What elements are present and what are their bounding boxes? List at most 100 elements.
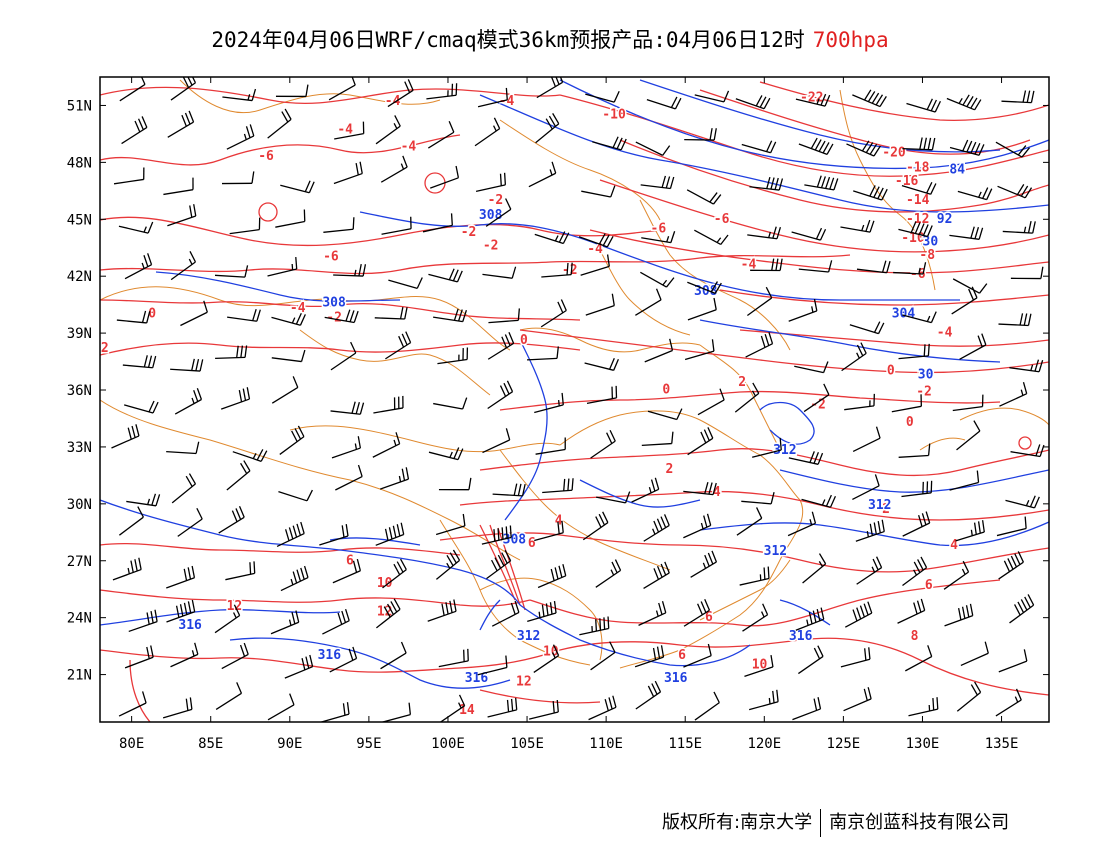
- wind-barb: [749, 176, 784, 191]
- wind-barb: [741, 492, 775, 505]
- temperature-contour-label: 2: [882, 502, 890, 517]
- wind-barb: [891, 394, 922, 413]
- wind-barb: [683, 481, 717, 496]
- wind-barb: [535, 437, 566, 455]
- wind-barb: [487, 380, 514, 410]
- wind-barb: [427, 120, 455, 149]
- wind-barb: [433, 397, 468, 410]
- wind-barb: [162, 697, 193, 719]
- wind-barb: [437, 347, 469, 365]
- wind-barb: [803, 383, 830, 413]
- wind-barb: [118, 221, 154, 234]
- temperature-contour-label: 10: [752, 658, 768, 673]
- wind-barb: [229, 217, 261, 235]
- wind-barb: [124, 645, 154, 669]
- wind-barb: [232, 449, 268, 462]
- wind-barb: [329, 646, 358, 673]
- wind-barb: [177, 507, 203, 537]
- wind-barb: [536, 77, 564, 99]
- wind-barb: [694, 691, 720, 721]
- temperature-contour-label: 6: [678, 648, 686, 663]
- wind-barb: [694, 229, 729, 246]
- wind-barb: [174, 387, 203, 415]
- wind-barb: [750, 258, 783, 272]
- axis-ticks: [100, 77, 1049, 722]
- wind-barb: [996, 516, 1027, 537]
- temperature-contour-label: -4: [401, 140, 417, 155]
- wind-barb: [844, 393, 875, 411]
- temperature-contour-label: 4: [555, 513, 563, 528]
- geopotential-contour-label: 316: [318, 648, 342, 663]
- wind-barb: [487, 697, 518, 718]
- wind-barb: [747, 226, 782, 240]
- temperature-contour-label: -10: [602, 107, 626, 122]
- wind-barb: [638, 601, 667, 626]
- wind-barb: [1005, 495, 1040, 509]
- wind-barb: [270, 610, 300, 635]
- wind-barb: [527, 600, 557, 623]
- wind-barb: [167, 204, 197, 227]
- wind-barb: [752, 437, 782, 458]
- wind-barb: [641, 231, 676, 244]
- wind-barb: [957, 187, 993, 201]
- wind-barb: [170, 358, 204, 372]
- wind-barb: [631, 477, 660, 503]
- wind-barb: [596, 491, 631, 504]
- wind-barb: [694, 90, 730, 103]
- wind-barb: [952, 394, 984, 412]
- wind-barb: [643, 514, 670, 542]
- temperature-contour-label: -16: [895, 174, 919, 189]
- lon-tick-label: 90E: [277, 736, 302, 752]
- wind-barb: [474, 117, 501, 147]
- wind-barb: [271, 349, 306, 363]
- wind-barb: [585, 293, 615, 316]
- wind-barb: [485, 198, 512, 227]
- wind-barb: [214, 265, 249, 278]
- wind-barb: [380, 641, 407, 670]
- temperature-contour-label: -14: [906, 193, 930, 208]
- wind-barb: [582, 511, 609, 541]
- lon-tick-label: 125E: [827, 736, 861, 752]
- wind-barb: [385, 331, 412, 360]
- wind-barb: [170, 642, 199, 668]
- wind-barb: [482, 428, 511, 454]
- wind-barb: [537, 564, 567, 589]
- temperature-contour-label: -6: [258, 149, 274, 164]
- wind-barb: [388, 277, 423, 289]
- wind-barb: [788, 451, 824, 465]
- wind-barb: [439, 694, 466, 722]
- wind-barb: [687, 281, 722, 294]
- wind-barbs: [111, 77, 1045, 722]
- lat-tick-label: 36N: [67, 383, 92, 399]
- lat-tick-label: 45N: [67, 212, 92, 228]
- geopotential-contour-label: 308: [503, 532, 527, 547]
- wind-barb: [855, 519, 885, 542]
- wind-barb: [428, 268, 463, 283]
- wind-barb: [949, 226, 984, 240]
- temperature-contour-label: -4: [337, 123, 353, 138]
- lon-tick-label: 115E: [668, 736, 702, 752]
- temperature-contour-label: 6: [346, 553, 354, 568]
- wind-barb: [279, 425, 305, 455]
- wind-barb: [643, 561, 670, 589]
- wind-barb: [644, 338, 674, 363]
- temperature-contour-label: 6: [705, 610, 713, 625]
- wind-barb: [477, 87, 508, 108]
- temperature-contour-label: -4: [741, 257, 757, 272]
- wind-barb: [542, 478, 574, 494]
- temperature-contour-label: -6: [651, 221, 667, 236]
- wind-barb: [322, 609, 350, 635]
- temperature-contour-label: -2: [488, 193, 504, 208]
- temperature-contour-label: -6: [323, 250, 339, 265]
- wind-barb: [271, 312, 306, 326]
- wind-barb: [170, 77, 197, 101]
- lat-tick-label: 30N: [67, 497, 92, 513]
- wind-barb: [635, 680, 662, 710]
- wind-barb: [734, 382, 760, 413]
- wind-barb: [166, 565, 196, 589]
- wind-barb: [634, 645, 665, 668]
- wind-barb: [893, 262, 927, 275]
- footer-copyright: 版权所有:南京大学: [662, 812, 813, 833]
- wind-barb: [433, 308, 468, 323]
- wind-barb: [952, 278, 988, 294]
